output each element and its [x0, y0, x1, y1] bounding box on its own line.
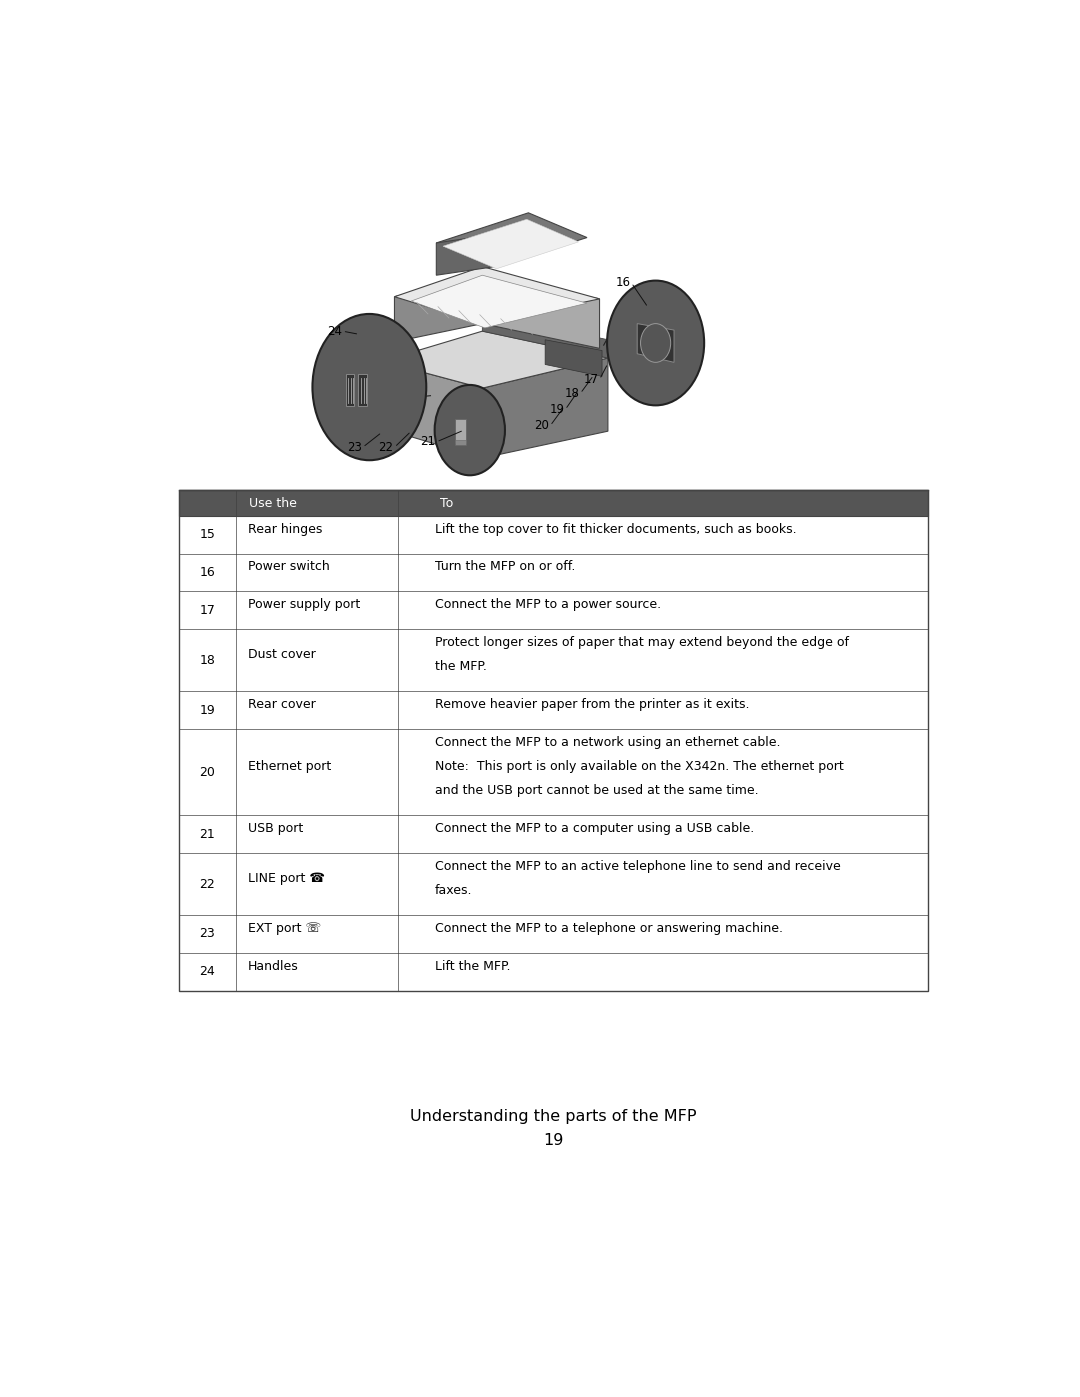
Polygon shape: [382, 331, 608, 388]
Polygon shape: [443, 219, 579, 268]
Bar: [178, 729, 929, 816]
Text: 19: 19: [550, 404, 565, 416]
Text: EXT port ☏: EXT port ☏: [247, 922, 321, 935]
Bar: [178, 490, 929, 990]
Text: 23: 23: [347, 441, 362, 454]
Text: 16: 16: [616, 277, 631, 289]
Text: Connect the MFP to a network using an ethernet cable.: Connect the MFP to a network using an et…: [434, 736, 780, 749]
Polygon shape: [483, 313, 608, 358]
Text: 17: 17: [200, 604, 215, 616]
Polygon shape: [545, 339, 602, 376]
Text: Connect the MFP to a computer using a USB cable.: Connect the MFP to a computer using a US…: [434, 821, 754, 835]
Polygon shape: [394, 275, 483, 342]
Text: Lift the top cover to fit thicker documents, such as books.: Lift the top cover to fit thicker docume…: [434, 522, 796, 535]
Bar: [455, 419, 465, 443]
Bar: [178, 915, 929, 953]
Text: 24: 24: [200, 965, 215, 978]
Text: Dust cover: Dust cover: [247, 648, 315, 661]
Circle shape: [607, 281, 704, 405]
Text: Handles: Handles: [247, 960, 298, 972]
Bar: [178, 692, 929, 729]
Text: 23: 23: [200, 928, 215, 940]
Text: 24: 24: [327, 324, 341, 338]
Text: 20: 20: [200, 766, 215, 778]
Polygon shape: [637, 324, 674, 362]
Text: Lift the MFP.: Lift the MFP.: [434, 960, 510, 972]
Text: USB port: USB port: [247, 821, 302, 835]
Polygon shape: [483, 275, 599, 348]
Bar: [178, 629, 929, 692]
Bar: [178, 515, 929, 553]
Text: faxes.: faxes.: [434, 884, 472, 897]
Text: 21: 21: [420, 436, 435, 448]
Polygon shape: [382, 362, 483, 458]
Bar: [178, 490, 929, 515]
Bar: [455, 440, 465, 446]
Text: Power supply port: Power supply port: [247, 598, 360, 610]
Circle shape: [640, 324, 671, 362]
Bar: [178, 591, 929, 629]
Text: and the USB port cannot be used at the same time.: and the USB port cannot be used at the s…: [434, 784, 758, 798]
Polygon shape: [411, 275, 588, 328]
Text: Note:  This port is only available on the X342n. The ethernet port: Note: This port is only available on the…: [434, 760, 843, 773]
Text: Protect longer sizes of paper that may extend beyond the edge of: Protect longer sizes of paper that may e…: [434, 636, 849, 648]
Bar: [178, 553, 929, 591]
Text: 18: 18: [200, 654, 215, 666]
Text: LINE port ☎: LINE port ☎: [247, 872, 325, 884]
Polygon shape: [483, 358, 608, 458]
Text: 22: 22: [200, 877, 215, 890]
Text: 15: 15: [200, 528, 215, 541]
Text: Connect the MFP to a telephone or answering machine.: Connect the MFP to a telephone or answer…: [434, 922, 783, 935]
Circle shape: [434, 386, 505, 475]
Text: Rear hinges: Rear hinges: [247, 522, 322, 535]
Bar: [178, 816, 929, 854]
Text: Ethernet port: Ethernet port: [247, 760, 330, 773]
Text: Understanding the parts of the MFP: Understanding the parts of the MFP: [410, 1109, 697, 1125]
Text: 18: 18: [565, 387, 579, 400]
Text: Remove heavier paper from the printer as it exits.: Remove heavier paper from the printer as…: [434, 698, 750, 711]
Circle shape: [312, 314, 427, 460]
Text: 17: 17: [583, 373, 598, 386]
Text: Connect the MFP to an active telephone line to send and receive: Connect the MFP to an active telephone l…: [434, 859, 840, 873]
Text: Rear cover: Rear cover: [247, 698, 315, 711]
Polygon shape: [436, 235, 495, 275]
Text: 16: 16: [200, 566, 215, 578]
Text: To: To: [440, 496, 454, 510]
Text: Use the: Use the: [249, 496, 297, 510]
Text: Connect the MFP to a power source.: Connect the MFP to a power source.: [434, 598, 661, 610]
Bar: [178, 854, 929, 915]
Text: Power switch: Power switch: [247, 560, 329, 573]
Polygon shape: [394, 267, 599, 324]
Text: 21: 21: [200, 827, 215, 841]
Bar: [346, 374, 354, 407]
Bar: [359, 374, 367, 407]
Text: 22: 22: [379, 441, 393, 454]
Text: 20: 20: [535, 419, 550, 432]
Text: 19: 19: [200, 704, 215, 717]
Text: the MFP.: the MFP.: [434, 661, 487, 673]
Bar: [178, 953, 929, 990]
Text: 19: 19: [543, 1133, 564, 1147]
Polygon shape: [436, 212, 588, 267]
Text: Turn the MFP on or off.: Turn the MFP on or off.: [434, 560, 575, 573]
